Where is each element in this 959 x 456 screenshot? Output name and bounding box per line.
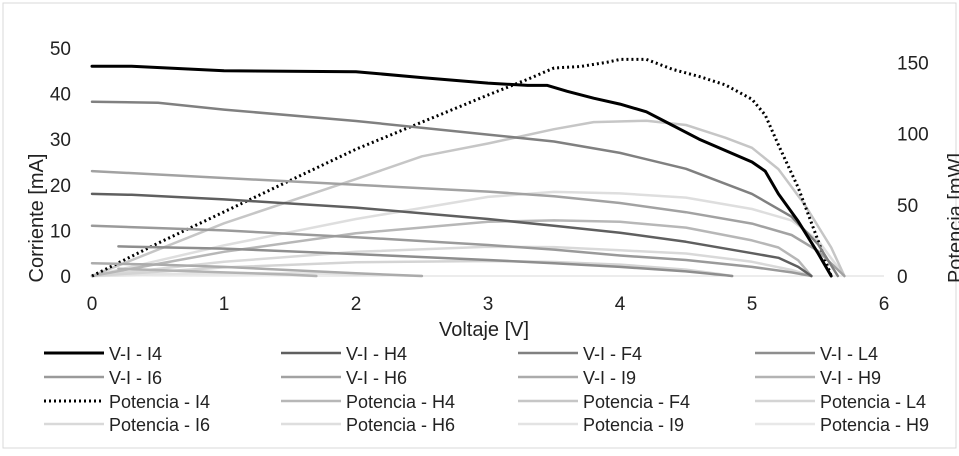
x-tick-label: 4 (615, 294, 626, 315)
y-tick-label: 20 (50, 176, 71, 197)
series-line-potencia-f4 (90, 119, 846, 278)
series-line-v-i-h6 (90, 169, 846, 278)
series-line-v-i-i9 (90, 261, 424, 278)
x-tick-label: 0 (87, 294, 98, 315)
legend-entry-label: Potencia - I4 (109, 392, 210, 412)
series-line-v-i-i6 (90, 224, 813, 278)
y2-tick-label: 150 (897, 53, 929, 74)
y2-axis-label: Potencia [mW] (945, 153, 959, 283)
legend-entry-label: V-I - H9 (820, 368, 881, 388)
y2-tick-label: 0 (897, 267, 908, 288)
legend: V-I - I4 V-I - H4 V-I - F4 V-I - L4 V-I - I6… (44, 344, 929, 435)
y2-tick-label: 100 (897, 125, 929, 146)
series-line-potencia-i6 (90, 245, 813, 278)
y-axis-label: Corriente [mA] (26, 154, 48, 283)
legend-entry-label: Potencia - L4 (820, 392, 926, 412)
legend-entry-label: Potencia - F4 (583, 392, 690, 412)
legend-entry-label: Potencia - I9 (583, 415, 684, 435)
series-line-v-i-i4 (90, 64, 833, 278)
x-tick-label: 6 (879, 294, 890, 315)
legend-entry-label: Potencia - H4 (346, 392, 455, 412)
series-layer (90, 57, 846, 278)
legend-entry-label: V-I - I9 (583, 368, 636, 388)
legend-entry-label: V-I - F4 (583, 344, 642, 364)
y-tick-label: 30 (50, 130, 71, 151)
y-tick-label: 40 (50, 85, 71, 106)
x-tick-label: 3 (483, 294, 494, 315)
legend-entry-label: V-I - H4 (346, 344, 407, 364)
series-line-v-i-h4 (90, 192, 813, 278)
series-line-potencia-h4 (90, 219, 813, 278)
legend-entry-label: Potencia - H9 (820, 415, 929, 435)
y-tick-label: 10 (50, 221, 71, 242)
x-tick-label: 2 (351, 294, 362, 315)
legend-entry-label: V-I - I6 (109, 368, 162, 388)
x-axis-label: Voltaje [V] (439, 319, 529, 341)
y-tick-label: 50 (50, 39, 71, 60)
legend-entry-label: Potencia - I6 (109, 415, 210, 435)
x-tick-label: 1 (219, 294, 230, 315)
series-line-potencia-i4 (91, 57, 833, 278)
legend-entry-label: V-I - L4 (820, 344, 878, 364)
legend-entry-label: V-I - H6 (346, 368, 407, 388)
legend-entry-label: V-I - I4 (109, 344, 162, 364)
y-tick-label: 0 (60, 267, 71, 288)
legend-entry-label: Potencia - H6 (346, 415, 455, 435)
x-tick-label: 5 (747, 294, 758, 315)
series-line-v-i-l4 (117, 245, 734, 278)
series-line-v-i-h9 (117, 267, 318, 278)
y2-tick-label: 50 (897, 196, 918, 217)
series-line-v-i-f4 (90, 100, 840, 278)
